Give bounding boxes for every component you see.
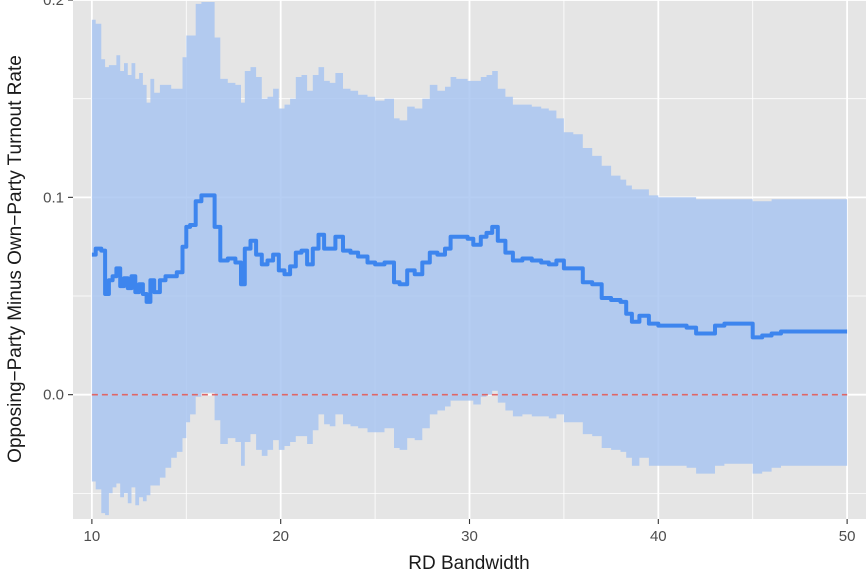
y-tick-label: 0.0 (43, 387, 64, 404)
x-tick-label: 50 (839, 528, 856, 545)
estimate-line (91, 193, 848, 340)
x-tick-label: 10 (84, 528, 101, 545)
y-axis-title: Opposing−Party Minus Own−Party Turnout R… (5, 55, 26, 463)
x-tick-label: 20 (272, 528, 289, 545)
y-tick-label: 0.1 (43, 189, 64, 206)
axis-layer: 10 20 30 40 50 0.0 0.1 0.2 (43, 0, 855, 545)
x-axis-title: RD Bandwidth (408, 553, 529, 574)
x-tick-label: 30 (461, 528, 478, 545)
confidence-band (91, 2, 848, 516)
y-tick-label: 0.2 (43, 0, 64, 9)
x-tick-label: 40 (650, 528, 667, 545)
